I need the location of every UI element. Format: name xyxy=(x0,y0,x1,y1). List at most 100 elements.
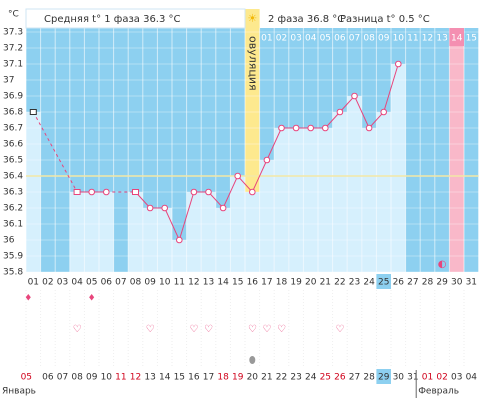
plot-layer: ☀ 37.3 37.2 37.1 37 36.9 36.8 36.7 36.6 36.5 36.4 3… xyxy=(3,9,480,278)
cycle-day: 28 xyxy=(422,278,434,288)
y-tick-label: 37.3 xyxy=(3,28,23,38)
temperature-marker xyxy=(132,189,139,195)
temperature-marker xyxy=(88,188,95,196)
heart-icon: ♡ xyxy=(277,324,286,335)
phase1-box xyxy=(25,8,246,29)
cycle-day: 21 xyxy=(320,278,331,288)
y-tick-label: 36.7 xyxy=(3,124,23,134)
heart-icon: ♡ xyxy=(335,324,344,335)
temperature-marker xyxy=(351,92,358,100)
moon-icon: ◐ xyxy=(438,259,447,270)
heart-icon: ♡ xyxy=(248,324,257,335)
bar xyxy=(332,112,348,272)
drop-icon xyxy=(249,356,256,364)
cycle-day: 16 xyxy=(247,278,259,288)
date-label: 26 xyxy=(334,373,346,383)
date-label: 18 xyxy=(217,373,229,383)
phase1-text: Средняя t° 1 фаза 36.3 °C xyxy=(44,14,181,25)
phase2-day: 08 xyxy=(363,34,375,44)
date-label: 08 xyxy=(71,373,83,383)
phase2-day: 15 xyxy=(466,34,477,44)
cycle-day: 14 xyxy=(217,278,229,288)
phase2-day: 11 xyxy=(407,34,418,44)
cycle-day: 08 xyxy=(130,278,142,288)
bar xyxy=(69,192,85,272)
heart-icon: ♡ xyxy=(146,324,155,335)
bar xyxy=(391,64,406,272)
y-tick-label: 36.8 xyxy=(3,108,23,118)
temperature-marker xyxy=(29,109,37,115)
month-label: Февраль xyxy=(418,387,459,397)
cycle-day: 04 xyxy=(71,278,83,288)
temperature-marker xyxy=(380,108,388,116)
temperature-marker xyxy=(365,124,373,132)
date-label: 24 xyxy=(305,373,317,383)
date-label: 31 xyxy=(407,373,418,383)
date-label: 25 xyxy=(320,373,331,383)
temperature-marker xyxy=(292,124,300,132)
heart-icon: ♡ xyxy=(204,324,213,335)
bar xyxy=(376,112,391,272)
bar xyxy=(274,128,289,272)
phase2-day: 03 xyxy=(290,34,301,44)
temperature-marker xyxy=(278,124,285,132)
highlight-cell xyxy=(376,369,391,384)
cycle-day: 07 xyxy=(115,278,126,288)
y-tick-label: 37.2 xyxy=(3,44,23,54)
bar xyxy=(186,192,202,272)
bar xyxy=(318,128,333,272)
y-tick-label: 36.4 xyxy=(3,172,23,182)
bar xyxy=(201,192,216,272)
date-label: 09 xyxy=(86,373,98,383)
date-label: 15 xyxy=(174,373,185,383)
bar xyxy=(128,192,143,272)
temperature-marker xyxy=(263,156,271,164)
sun-icon: ☀ xyxy=(247,12,257,25)
temperature-marker xyxy=(161,204,168,212)
temperature-marker xyxy=(322,124,329,132)
y-tick-label: 36.2 xyxy=(3,204,23,214)
phase2-day: 14 xyxy=(451,34,463,44)
cycle-day: 26 xyxy=(393,278,405,288)
date-label: 17 xyxy=(203,373,214,383)
date-label: 12 xyxy=(130,373,141,383)
ovulation-label: овуляция xyxy=(246,36,259,91)
temperature-marker xyxy=(219,204,227,212)
cycle-day: 05 xyxy=(86,278,97,288)
bar xyxy=(157,208,172,272)
temperature-marker xyxy=(249,188,256,196)
temperature-marker xyxy=(146,204,154,212)
temperature-marker xyxy=(190,188,198,196)
date-label: 07 xyxy=(57,373,68,383)
bar xyxy=(245,192,260,272)
y-tick-label: 35.9 xyxy=(3,252,23,262)
phase2-day: 07 xyxy=(349,34,360,44)
date-label: 19 xyxy=(232,373,244,383)
y-tick-label: 36.3 xyxy=(3,188,23,198)
difference-text: Разница t° 0.5 °C xyxy=(340,14,430,25)
temperature-marker xyxy=(395,60,402,68)
cycle-day: 27 xyxy=(407,278,418,288)
cycle-day: 11 xyxy=(174,278,185,288)
bar xyxy=(84,192,99,272)
month-label: Январь xyxy=(2,387,36,397)
date-label: 16 xyxy=(188,373,200,383)
temperature-marker xyxy=(234,172,241,180)
cycle-day: 29 xyxy=(436,278,448,288)
cycle-day: 12 xyxy=(188,278,199,288)
cycle-day: 01 xyxy=(28,278,39,288)
cycle-day: 30 xyxy=(451,278,463,288)
date-label: 23 xyxy=(290,373,301,383)
phase2-day: 13 xyxy=(436,34,447,44)
date-label: 10 xyxy=(101,373,113,383)
date-label: 14 xyxy=(159,373,171,383)
bar xyxy=(215,208,231,272)
phase2-day: 10 xyxy=(393,34,405,44)
heart-icon: ♡ xyxy=(189,324,198,335)
cycle-day: 15 xyxy=(232,278,243,288)
phase2-day: 04 xyxy=(305,34,317,44)
date-label: 27 xyxy=(349,373,360,383)
date-label: 03 xyxy=(451,373,462,383)
cycle-day: 17 xyxy=(261,278,272,288)
